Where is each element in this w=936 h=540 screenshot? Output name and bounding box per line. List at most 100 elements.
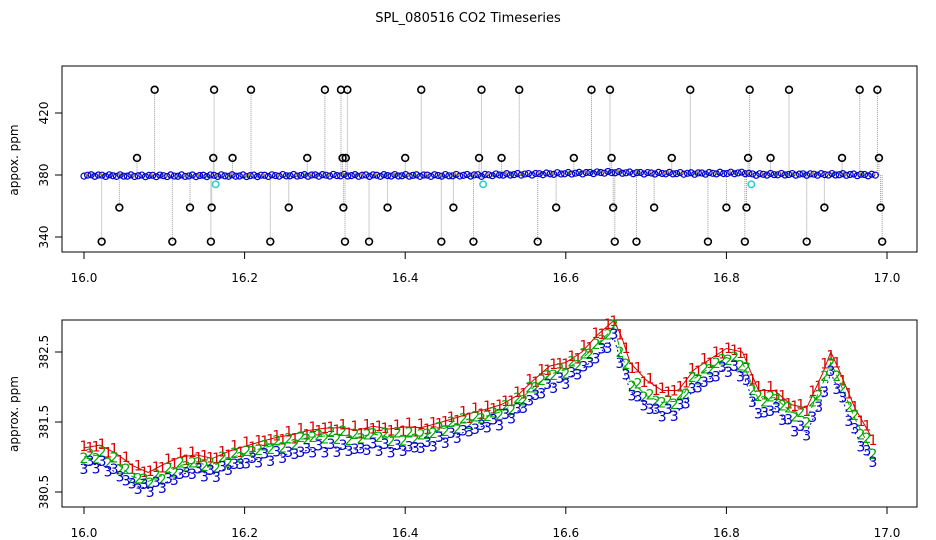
series-1-marker: 1 [158,460,167,476]
spike-point [207,203,216,212]
series-1-marker: 1 [314,424,323,440]
series-2-marker: 2 [664,393,673,409]
baseline-point [618,169,627,177]
series-2-line [83,326,872,483]
series-3-marker: 3 [724,365,733,381]
spike-point [364,237,374,246]
series-1-marker: 1 [218,444,227,460]
baseline-point [799,170,807,178]
series-2-marker: 2 [429,426,438,442]
series-3-marker: 3 [128,476,137,492]
series-1-marker: 1 [531,375,540,391]
series-3-marker: 3 [501,407,510,423]
series-2-marker: 2 [134,472,143,488]
series-3-marker: 3 [248,451,257,467]
series-3-marker: 3 [302,442,311,458]
baseline-point [766,169,775,178]
series-1-marker: 1 [543,363,552,379]
series-3-marker: 3 [640,399,649,415]
baseline-point [492,170,500,178]
baseline-point [488,172,496,180]
baseline-point [279,170,287,179]
series-2-marker: 2 [597,333,606,349]
series-1-marker: 1 [603,317,612,333]
series-2-marker: 2 [585,347,594,363]
series-2-marker: 2 [236,451,245,467]
series-3-marker: 3 [712,370,721,386]
baseline-point [777,169,786,178]
series-3-marker: 3 [429,439,438,455]
series-3-marker: 3 [808,410,817,426]
baseline-point [116,171,124,179]
baseline-point [470,171,478,179]
series-3-marker: 3 [260,447,269,463]
series-3-marker: 3 [706,371,715,387]
series-2-marker: 2 [573,359,582,375]
series-3-marker: 3 [622,367,631,383]
series-3-marker: 3 [634,389,643,405]
baseline-speck [569,171,573,175]
series-2-marker: 2 [459,411,468,427]
spike-point [605,85,615,94]
series-3-marker: 3 [471,422,480,438]
series-3-marker: 3 [164,471,173,487]
series-1-marker: 1 [164,452,173,468]
series-3-marker: 3 [92,462,101,478]
series-1-marker: 1 [814,379,823,395]
series-1-marker: 1 [712,345,721,361]
baseline-point [427,172,435,180]
series-1-marker: 1 [224,448,233,464]
baseline-point [130,172,139,181]
spike-point [837,153,847,163]
series-2-marker: 2 [616,345,625,361]
baseline-speck [537,171,540,174]
panel-top-xtick-label: 16.2 [231,271,258,285]
series-3-marker: 3 [98,454,107,470]
series-2-marker: 2 [302,432,311,448]
series-1-marker: 1 [730,343,739,359]
series-1-marker: 1 [399,424,408,440]
series-2-marker: 2 [248,444,257,460]
series-1-marker: 1 [459,405,468,421]
baseline-point [192,173,200,181]
series-2-marker: 2 [146,476,155,492]
series-1-marker: 1 [561,357,570,373]
baseline-point [268,171,276,179]
series-3-marker: 3 [778,413,787,429]
series-1-marker: 1 [754,379,763,395]
baseline-point [871,171,879,179]
series-3-marker: 3 [856,440,865,456]
series-3-marker: 3 [158,481,167,497]
baseline-point [181,172,189,181]
series-3-marker: 3 [296,445,305,461]
baseline-point [141,173,150,181]
series-2-marker: 2 [152,467,161,483]
baseline-point [575,168,583,176]
series-3-marker: 3 [597,342,606,358]
series-1-marker: 1 [597,327,606,343]
series-3-marker: 3 [832,382,841,398]
series-3-marker: 3 [110,462,119,478]
series-3-marker: 3 [272,445,281,461]
series-2-marker: 2 [381,427,390,443]
baseline-point [109,172,117,180]
series-1-marker: 1 [381,421,390,437]
panel-top-ylabel: appox. ppm [7,124,21,195]
baseline-point [738,168,746,176]
baseline-point [629,170,637,178]
spike-point [743,153,753,163]
spike-point [320,85,330,94]
series-3-marker: 3 [194,461,203,477]
series-1-marker: 1 [92,439,101,455]
baseline-point [214,172,222,181]
series-3-marker: 3 [369,436,378,452]
baseline-point [340,170,348,178]
series-3-marker: 3 [483,421,492,437]
series-2-marker: 2 [345,433,354,449]
panel-bottom: 1111111111111111111111111111111111111111… [7,314,918,540]
series-3-marker: 3 [363,443,372,459]
series-1-marker: 1 [308,420,317,436]
series-1-marker: 1 [369,422,378,438]
series-1-marker: 1 [784,396,793,412]
series-1-marker: 1 [326,420,335,436]
